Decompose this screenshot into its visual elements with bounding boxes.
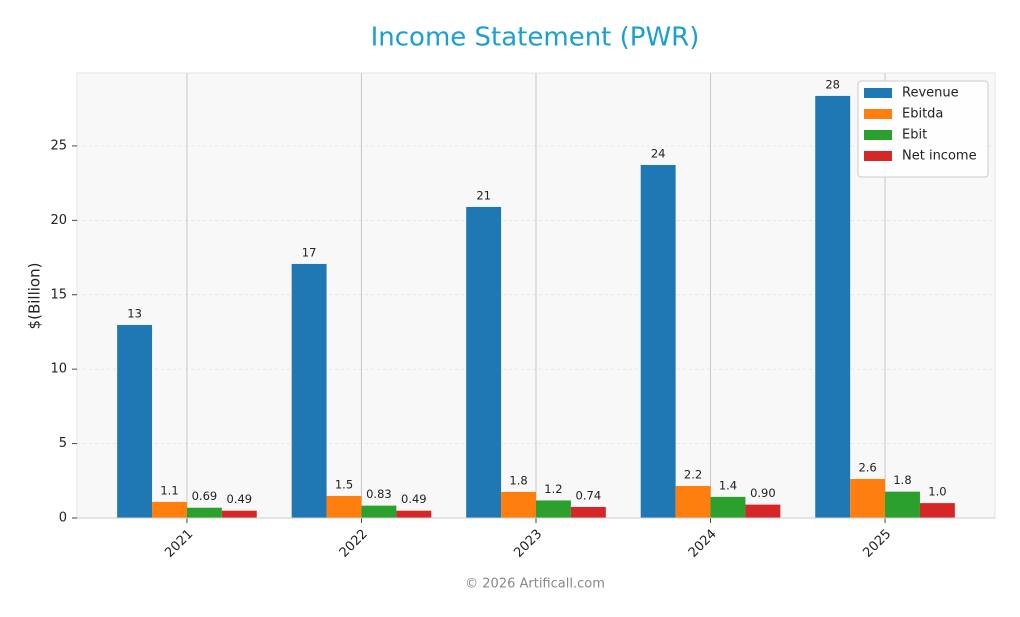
bar xyxy=(152,501,187,518)
value-label: 1.1 xyxy=(160,483,178,497)
bar xyxy=(885,491,920,518)
legend-swatch xyxy=(864,88,892,98)
x-tick-label: 2024 xyxy=(686,527,720,561)
legend-swatch xyxy=(864,151,892,161)
bar xyxy=(361,505,397,518)
bar xyxy=(326,495,362,518)
value-label: 1.8 xyxy=(893,473,911,487)
bar xyxy=(291,263,327,518)
bar xyxy=(221,510,257,518)
value-label: 1.8 xyxy=(509,473,527,487)
value-label: 0.83 xyxy=(366,487,392,501)
x-tick-label: 2022 xyxy=(337,527,371,561)
bar xyxy=(536,500,571,518)
bar xyxy=(815,95,851,518)
bar xyxy=(570,506,606,518)
value-label: 1.4 xyxy=(719,478,737,492)
value-label: 1.0 xyxy=(928,485,946,499)
y-tick-label: 20 xyxy=(50,213,67,228)
y-axis-label: $(Billion) xyxy=(26,263,44,330)
value-label: 2.6 xyxy=(858,461,876,475)
x-tick-label: 2021 xyxy=(162,527,196,561)
legend-label: Net income xyxy=(902,149,977,164)
value-label: 21 xyxy=(476,188,491,202)
chart-title: Income Statement (PWR) xyxy=(371,23,700,53)
y-tick-label: 15 xyxy=(50,287,67,302)
value-label: 24 xyxy=(651,146,666,160)
legend-label: Ebit xyxy=(902,128,927,143)
value-label: 0.69 xyxy=(192,489,218,503)
y-tick-label: 10 xyxy=(50,362,67,377)
legend-swatch xyxy=(864,109,892,119)
y-tick-label: 5 xyxy=(59,436,67,451)
bar xyxy=(710,496,746,518)
bar xyxy=(117,324,153,518)
legend-label: Revenue xyxy=(902,86,959,101)
value-label: 13 xyxy=(127,306,142,320)
bar xyxy=(745,504,781,518)
value-label: 17 xyxy=(302,245,317,259)
bar xyxy=(675,486,711,518)
value-label: 1.5 xyxy=(335,477,353,491)
y-tick-label: 0 xyxy=(59,511,67,526)
footer: © 2026 Artificall.com xyxy=(465,577,605,592)
value-label: 0.90 xyxy=(750,486,776,500)
value-label: 0.49 xyxy=(227,492,253,506)
value-label: 28 xyxy=(825,77,840,91)
value-label: 0.74 xyxy=(576,488,602,502)
bar xyxy=(640,164,676,518)
bar xyxy=(501,491,536,518)
bar xyxy=(396,510,432,518)
y-tick-label: 25 xyxy=(50,138,67,153)
bar xyxy=(850,479,886,518)
bar xyxy=(466,206,502,519)
x-tick-label: 2025 xyxy=(860,527,894,561)
bar xyxy=(186,507,222,518)
value-label: 0.49 xyxy=(401,492,427,506)
legend-swatch xyxy=(864,130,892,140)
value-label: 1.2 xyxy=(544,482,562,496)
legend-label: Ebitda xyxy=(902,107,943,122)
x-tick-label: 2023 xyxy=(511,527,545,561)
value-label: 2.2 xyxy=(684,468,702,482)
bar xyxy=(919,503,955,518)
